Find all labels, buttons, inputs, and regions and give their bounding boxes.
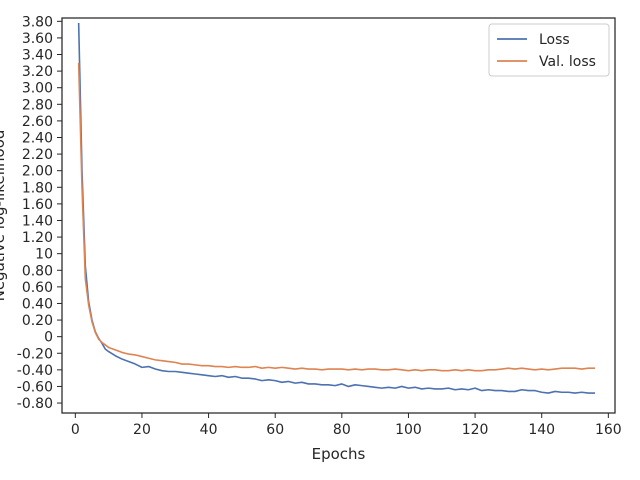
y-tick-label: 2.20 [22, 147, 53, 163]
y-tick-label: 0.20 [22, 313, 53, 329]
x-tick-label: 20 [133, 422, 151, 438]
plot-lines [77, 22, 596, 394]
y-tick-label: 10 [35, 247, 53, 263]
y-tick-label: 0.40 [22, 296, 53, 312]
x-tick-label: 100 [395, 422, 422, 438]
x-axis-ticks: 0 20 40 60 80 100 120 140 160 [71, 413, 622, 438]
legend-label-loss: Loss [539, 32, 570, 48]
x-tick-label: 160 [595, 422, 622, 438]
x-tick-label: 60 [266, 422, 284, 438]
y-tick-label: 0.60 [22, 280, 53, 296]
y-tick-label: -0.60 [17, 379, 53, 395]
y-tick-label: -0.20 [17, 346, 53, 362]
y-tick-label: 2.00 [22, 164, 53, 180]
y-tick-label: 2.40 [22, 130, 53, 146]
x-tick-label: 40 [200, 422, 218, 438]
y-tick-label: 3.60 [22, 31, 53, 47]
y-tick-label: 2.80 [22, 97, 53, 113]
x-tick-label: 80 [333, 422, 351, 438]
y-tick-label: 1.60 [22, 197, 53, 213]
y-tick-label: 3.40 [22, 48, 53, 64]
y-tick-label: 1.80 [22, 180, 53, 196]
x-axis-label: Epochs [312, 445, 366, 463]
series-line-loss [77, 22, 596, 394]
series-line-val-loss [77, 62, 596, 372]
legend-label-val-loss: Val. loss [539, 54, 596, 70]
y-tick-label: 3.20 [22, 64, 53, 80]
y-axis-ticks: -0.80-0.60-0.40-0.2000.200.400.600.80101… [17, 14, 62, 412]
legend-box [488, 23, 610, 77]
x-tick-label: 120 [462, 422, 489, 438]
y-tick-label: 3.80 [22, 14, 53, 30]
plot-area-frame [61, 17, 616, 414]
y-tick-label: 1.20 [22, 230, 53, 246]
y-tick-label: 3.00 [22, 81, 53, 97]
y-tick-label: 0 [44, 330, 53, 346]
y-tick-label: 1.40 [22, 213, 53, 229]
y-tick-label: -0.80 [17, 396, 53, 412]
y-tick-label: 0.80 [22, 263, 53, 279]
y-tick-label: 2.60 [22, 114, 53, 130]
legend: Loss Val. loss [488, 23, 610, 77]
y-axis-label: Negative log-likelihood [0, 130, 8, 302]
y-tick-label: -0.40 [17, 363, 53, 379]
x-tick-label: 0 [71, 422, 80, 438]
x-tick-label: 140 [528, 422, 555, 438]
